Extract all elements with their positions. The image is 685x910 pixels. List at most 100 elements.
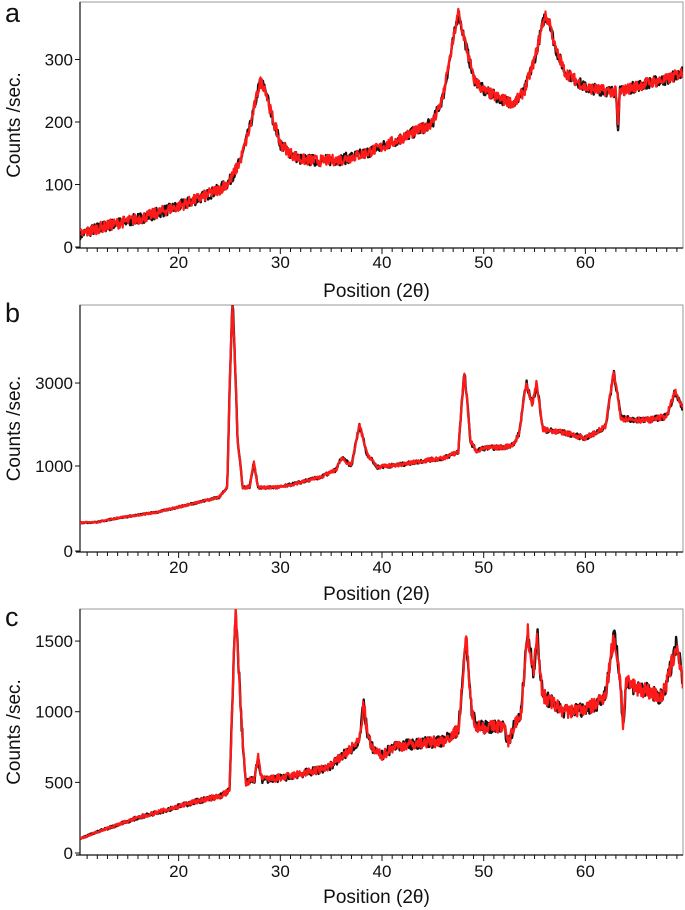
- data-point: [513, 102, 515, 104]
- data-series-black: [80, 618, 683, 840]
- data-point: [594, 704, 597, 706]
- data-point: [373, 750, 375, 752]
- data-point: [613, 634, 615, 637]
- data-point: [483, 447, 485, 449]
- data-point: [157, 212, 159, 214]
- data-point: [226, 486, 229, 488]
- data-point: [289, 152, 292, 154]
- data-point: [619, 91, 621, 93]
- data-point: [359, 424, 361, 426]
- data-point: [261, 778, 263, 781]
- data-point: [253, 462, 255, 464]
- data-point: [457, 12, 459, 14]
- x-tick-label: 60: [576, 558, 595, 577]
- data-point: [533, 58, 536, 61]
- x-tick-label: 30: [271, 862, 290, 881]
- data-point: [117, 517, 119, 519]
- data-point: [625, 682, 627, 685]
- x-tick-label: 50: [474, 253, 493, 272]
- data-point: [594, 432, 597, 434]
- y-tick-label: 500: [45, 773, 73, 792]
- data-point: [605, 90, 607, 92]
- data-point: [394, 745, 396, 747]
- data-point: [469, 441, 472, 443]
- data-point: [542, 696, 544, 699]
- data-series-red: [80, 609, 683, 840]
- data-point: [615, 91, 617, 93]
- data-point: [564, 71, 566, 73]
- data-point: [80, 233, 81, 236]
- plot-frame: [79, 304, 684, 553]
- data-point: [245, 781, 247, 783]
- x-tick-label: 60: [576, 862, 595, 881]
- data-point: [198, 800, 200, 802]
- y-tick-label: 0: [64, 542, 73, 561]
- data-point: [218, 496, 220, 498]
- y-tick-label: 0: [64, 238, 73, 257]
- data-point: [542, 428, 544, 430]
- y-axis-label: Counts /sec.: [4, 679, 25, 785]
- y-tick-label: 1000: [35, 457, 73, 476]
- data-point: [80, 838, 81, 840]
- data-point: [531, 404, 534, 406]
- data-point: [178, 506, 180, 508]
- data-point: [117, 824, 119, 826]
- data-point: [622, 725, 624, 727]
- data-point: [96, 227, 98, 229]
- data-point: [544, 429, 546, 431]
- data-point: [483, 726, 485, 728]
- data-point: [80, 522, 81, 524]
- data-point: [544, 696, 546, 699]
- data-point: [544, 15, 546, 17]
- y-axis-label: Counts /sec.: [4, 72, 25, 178]
- data-point: [157, 511, 159, 513]
- data-point: [178, 205, 180, 207]
- panel-letter: a: [5, 0, 21, 28]
- panel-b: 20 30 40 50 60 0 1000 3000 Position (2θ) Counts /…: [4, 298, 684, 605]
- data-point: [483, 90, 485, 92]
- data-point: [257, 756, 259, 758]
- data-point: [503, 99, 505, 101]
- data-point: [340, 158, 342, 161]
- x-tick-label: 20: [169, 253, 188, 272]
- data-point: [619, 675, 621, 677]
- panel-c: 20 30 40 50 60 0 500 1000 1500 Position (2θ) Count…: [4, 602, 684, 908]
- data-point: [361, 153, 363, 156]
- data-point: [518, 432, 520, 434]
- data-point: [422, 127, 424, 129]
- data-point: [535, 382, 538, 384]
- data-point: [376, 466, 378, 468]
- y-axis-label: Counts /sec.: [4, 376, 25, 482]
- data-point: [350, 465, 353, 467]
- data-point: [320, 769, 322, 771]
- data-point: [218, 795, 220, 798]
- data-point: [625, 88, 627, 91]
- data-point: [279, 486, 281, 488]
- data-point: [228, 180, 231, 182]
- data-point: [335, 469, 337, 471]
- data-point: [340, 457, 342, 459]
- y-tick-label: 3000: [35, 374, 73, 393]
- data-point: [666, 682, 668, 685]
- data-point: [666, 78, 668, 81]
- data-point: [674, 391, 676, 393]
- y-tick-label: 1500: [35, 632, 73, 651]
- data-point: [249, 485, 251, 488]
- data-point: [584, 87, 586, 89]
- data-point: [340, 756, 342, 758]
- data-point: [584, 437, 586, 439]
- x-tick-label: 40: [373, 253, 392, 272]
- panel-letter: b: [5, 298, 20, 328]
- data-point: [381, 754, 383, 757]
- data-point: [463, 372, 465, 374]
- data-point: [549, 21, 551, 23]
- data-point: [259, 80, 261, 82]
- data-point: [422, 460, 424, 462]
- data-point: [198, 501, 200, 503]
- data-point: [513, 443, 515, 445]
- data-point: [234, 609, 237, 611]
- data-point: [137, 218, 139, 220]
- data-point: [554, 46, 556, 48]
- data-point: [452, 40, 454, 42]
- x-tick-label: 50: [474, 558, 493, 577]
